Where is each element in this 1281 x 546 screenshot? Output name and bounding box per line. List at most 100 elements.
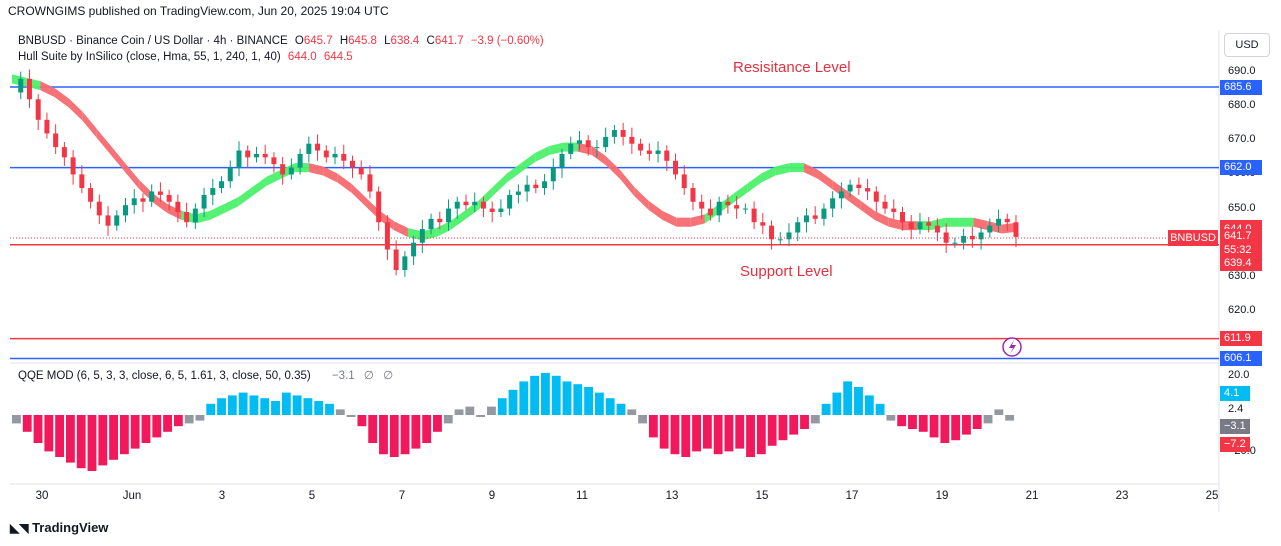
candle-body[interactable]: [934, 225, 940, 233]
candle-body[interactable]: [96, 201, 102, 216]
candle-body[interactable]: [594, 147, 600, 149]
candle-body[interactable]: [838, 191, 844, 199]
candle-body[interactable]: [280, 164, 286, 175]
candle-body[interactable]: [533, 184, 539, 189]
candle-body[interactable]: [271, 157, 277, 165]
candle-body[interactable]: [585, 140, 591, 148]
candle-body[interactable]: [341, 153, 347, 161]
candle-body[interactable]: [568, 143, 574, 154]
candle-body[interactable]: [472, 201, 478, 206]
candle-body[interactable]: [446, 208, 452, 223]
candle-body[interactable]: [88, 188, 94, 202]
candle-body[interactable]: [323, 150, 329, 158]
candle-body[interactable]: [734, 205, 740, 209]
candle-body[interactable]: [603, 136, 609, 148]
hull-label[interactable]: Hull Suite by InSilico (close, Hma, 55, …: [18, 51, 281, 63]
candle-body[interactable]: [576, 140, 582, 144]
candle-body[interactable]: [873, 191, 879, 202]
candle-body[interactable]: [856, 184, 862, 189]
candle-body[interactable]: [192, 208, 198, 223]
candle-body[interactable]: [227, 167, 233, 182]
candle-body[interactable]: [882, 201, 888, 209]
candle-body[interactable]: [297, 153, 303, 168]
candle-body[interactable]: [428, 218, 434, 230]
candle-body[interactable]: [114, 215, 120, 226]
candle-body[interactable]: [384, 222, 390, 250]
candle-body[interactable]: [288, 167, 294, 175]
candle-body[interactable]: [18, 78, 24, 93]
candle-body[interactable]: [865, 188, 871, 192]
candle-body[interactable]: [201, 194, 207, 209]
candle-body[interactable]: [751, 208, 757, 223]
candle-body[interactable]: [891, 208, 897, 212]
candle-body[interactable]: [175, 201, 181, 212]
candle-body[interactable]: [559, 153, 565, 168]
candle-body[interactable]: [402, 256, 408, 271]
candle-body[interactable]: [245, 150, 251, 158]
candle-body[interactable]: [803, 215, 809, 223]
candle-body[interactable]: [786, 232, 792, 240]
candle-body[interactable]: [646, 150, 652, 154]
candle-body[interactable]: [122, 205, 128, 216]
candle-body[interactable]: [1013, 222, 1019, 237]
candle-body[interactable]: [367, 174, 373, 192]
candle-body[interactable]: [542, 181, 548, 189]
candle-body[interactable]: [821, 208, 827, 219]
candle-body[interactable]: [611, 130, 617, 137]
candle-body[interactable]: [760, 222, 766, 226]
candle-body[interactable]: [900, 211, 906, 223]
candle-body[interactable]: [812, 215, 818, 219]
candle-body[interactable]: [969, 235, 975, 240]
candle-body[interactable]: [166, 194, 172, 202]
candle-body[interactable]: [498, 208, 504, 212]
currency-button[interactable]: USD: [1224, 33, 1270, 57]
candle-body[interactable]: [411, 242, 417, 257]
candle-body[interactable]: [105, 215, 111, 226]
candle-body[interactable]: [210, 188, 216, 195]
candle-body[interactable]: [830, 198, 836, 209]
candle-body[interactable]: [550, 167, 556, 182]
candle-body[interactable]: [515, 191, 521, 195]
candle-body[interactable]: [454, 201, 460, 209]
candle-body[interactable]: [79, 174, 85, 189]
candle-body[interactable]: [847, 184, 853, 192]
candle-body[interactable]: [131, 198, 137, 206]
candle-body[interactable]: [620, 130, 626, 137]
candle-body[interactable]: [219, 181, 225, 189]
candle-body[interactable]: [236, 150, 242, 168]
candle-body[interactable]: [629, 136, 635, 144]
candle-body[interactable]: [262, 153, 268, 158]
symbol-title[interactable]: BNBUSD · Binance Coin / US Dollar · 4h ·…: [18, 35, 288, 47]
qqe-label[interactable]: QQE MOD (6, 5, 3, 3, close, 6, 5, 1.61, …: [18, 370, 311, 382]
candle-body[interactable]: [393, 249, 399, 271]
replay-icon[interactable]: [1002, 337, 1022, 357]
candle-body[interactable]: [61, 147, 67, 158]
candle-body[interactable]: [978, 232, 984, 240]
candle-body[interactable]: [306, 143, 312, 154]
candle-body[interactable]: [419, 229, 425, 243]
candle-body[interactable]: [961, 235, 967, 243]
candle-body[interactable]: [44, 119, 50, 134]
candle-body[interactable]: [777, 239, 783, 241]
candle-body[interactable]: [157, 191, 163, 195]
candle-body[interactable]: [332, 153, 338, 158]
candle-body[interactable]: [358, 167, 364, 175]
candle-body[interactable]: [638, 143, 644, 151]
candle-body[interactable]: [184, 211, 190, 223]
candle-body[interactable]: [140, 198, 146, 202]
candle-body[interactable]: [742, 208, 748, 210]
candle-body[interactable]: [349, 160, 355, 168]
candle-body[interactable]: [952, 242, 958, 244]
candle-body[interactable]: [1004, 218, 1010, 223]
candle-body[interactable]: [315, 143, 321, 151]
candle-body[interactable]: [795, 222, 801, 233]
candle-body[interactable]: [725, 201, 731, 206]
candle-body[interactable]: [70, 157, 76, 175]
candle-body[interactable]: [376, 191, 382, 223]
candle-body[interactable]: [26, 78, 32, 100]
candle-body[interactable]: [690, 188, 696, 202]
candle-body[interactable]: [716, 201, 722, 216]
candle-body[interactable]: [480, 201, 486, 209]
candle-body[interactable]: [681, 174, 687, 189]
